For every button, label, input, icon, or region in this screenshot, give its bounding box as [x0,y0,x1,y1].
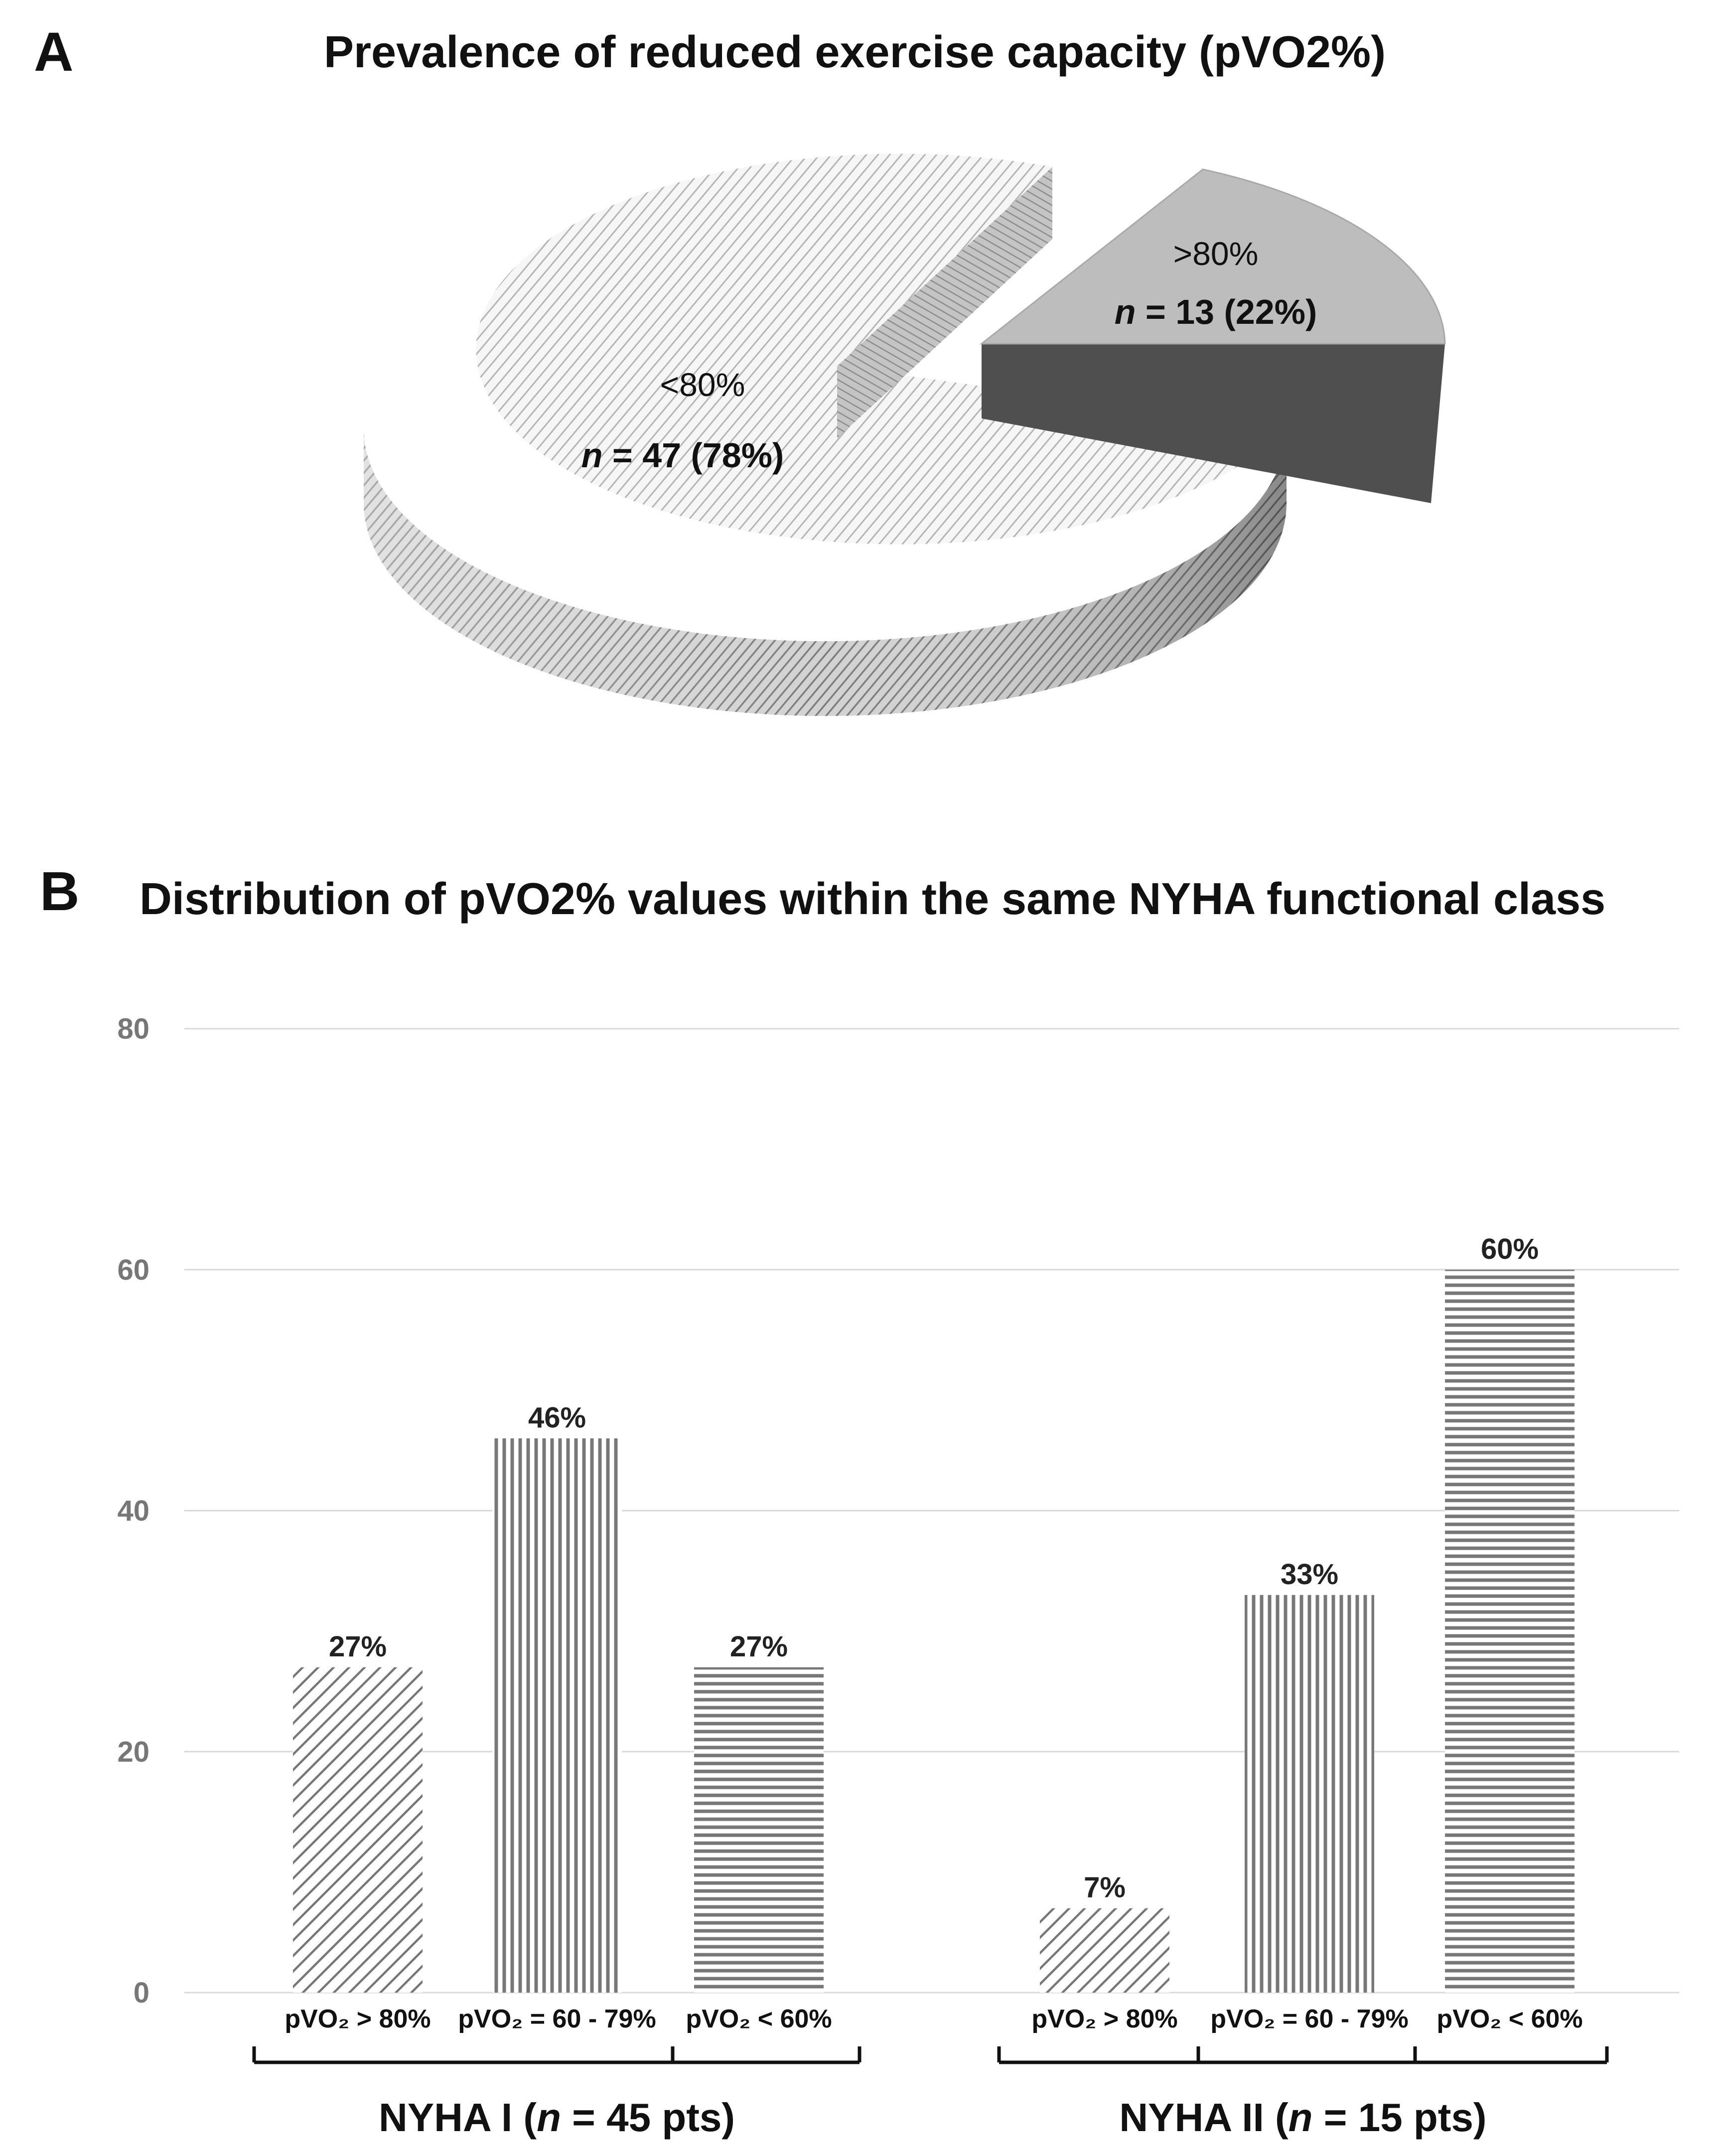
bar-data-label: 60% [1481,1233,1539,1265]
bar-data-label: 46% [528,1401,586,1434]
bar-category-label: pVO₂ = 60 - 79% [458,2005,656,2033]
bar-category-label: pVO₂ < 60% [686,2005,832,2033]
bar-chart-bars [293,1269,1575,1993]
panel-a-letter: A [34,21,74,83]
bar [1040,1908,1169,1993]
bar-data-label: 27% [730,1630,788,1663]
bar-chart-y-ticks: 0 20 40 60 80 [117,1013,149,2009]
bar [1245,1595,1374,1993]
bar [694,1667,824,1993]
bar-data-label: 27% [329,1630,387,1663]
pie-label-large: <80% [660,366,745,403]
pie-count-large: n = 47 (78%) [581,436,784,475]
pie-slice-large [476,153,1287,544]
pie-slice-side-shade [363,428,1287,716]
bar-chart-category-labels: pVO₂ > 80% pVO₂ = 60 - 79% pVO₂ < 60% pVO₂ … [285,2005,1582,2033]
bar-category-label: pVO₂ < 60% [1436,2005,1582,2033]
y-tick-label: 0 [134,1977,149,2009]
y-tick-label: 40 [117,1495,149,1527]
group-label: NYHA II (n = 15 pts) [1119,2095,1486,2140]
bar-data-label: 7% [1084,1872,1126,1904]
pie-chart: >80% n = 13 (22%) <80% n = 47 (78%) [363,153,1446,716]
pie-slice-side-small [982,344,1445,503]
bar-data-label: 33% [1281,1558,1338,1591]
group-label: NYHA I (n = 45 pts) [379,2095,735,2140]
bar [1445,1269,1575,1993]
panel-b-title: Distribution of pVO2% values within the … [140,874,1606,924]
bar-category-label: pVO₂ = 60 - 79% [1210,2005,1408,2033]
bar-chart-data-labels: 27% 46% 27% 7% 33% 60% [329,1233,1539,1904]
bar [492,1438,622,1993]
pie-count-small: n = 13 (22%) [1115,292,1317,331]
pie-slice-inner-wall [837,167,1052,438]
y-tick-label: 60 [117,1254,149,1286]
y-tick-label: 20 [117,1736,149,1768]
bar-chart-group-brackets [252,2046,1609,2064]
bar-chart-gridlines [184,1028,1679,1994]
panel-a-title: Prevalence of reduced exercise capacity … [324,27,1386,77]
pie-slice-small [979,168,1446,345]
pie-label-small: >80% [1173,235,1259,272]
bar [293,1667,423,1993]
y-tick-label: 80 [117,1013,149,1045]
bar-chart-group-labels: NYHA I (n = 45 pts) NYHA II (n = 15 pts) [379,2095,1487,2140]
panel-b-letter: B [40,861,80,922]
bar-category-label: pVO₂ > 80% [1031,2005,1177,2033]
bar-category-label: pVO₂ > 80% [285,2005,430,2033]
